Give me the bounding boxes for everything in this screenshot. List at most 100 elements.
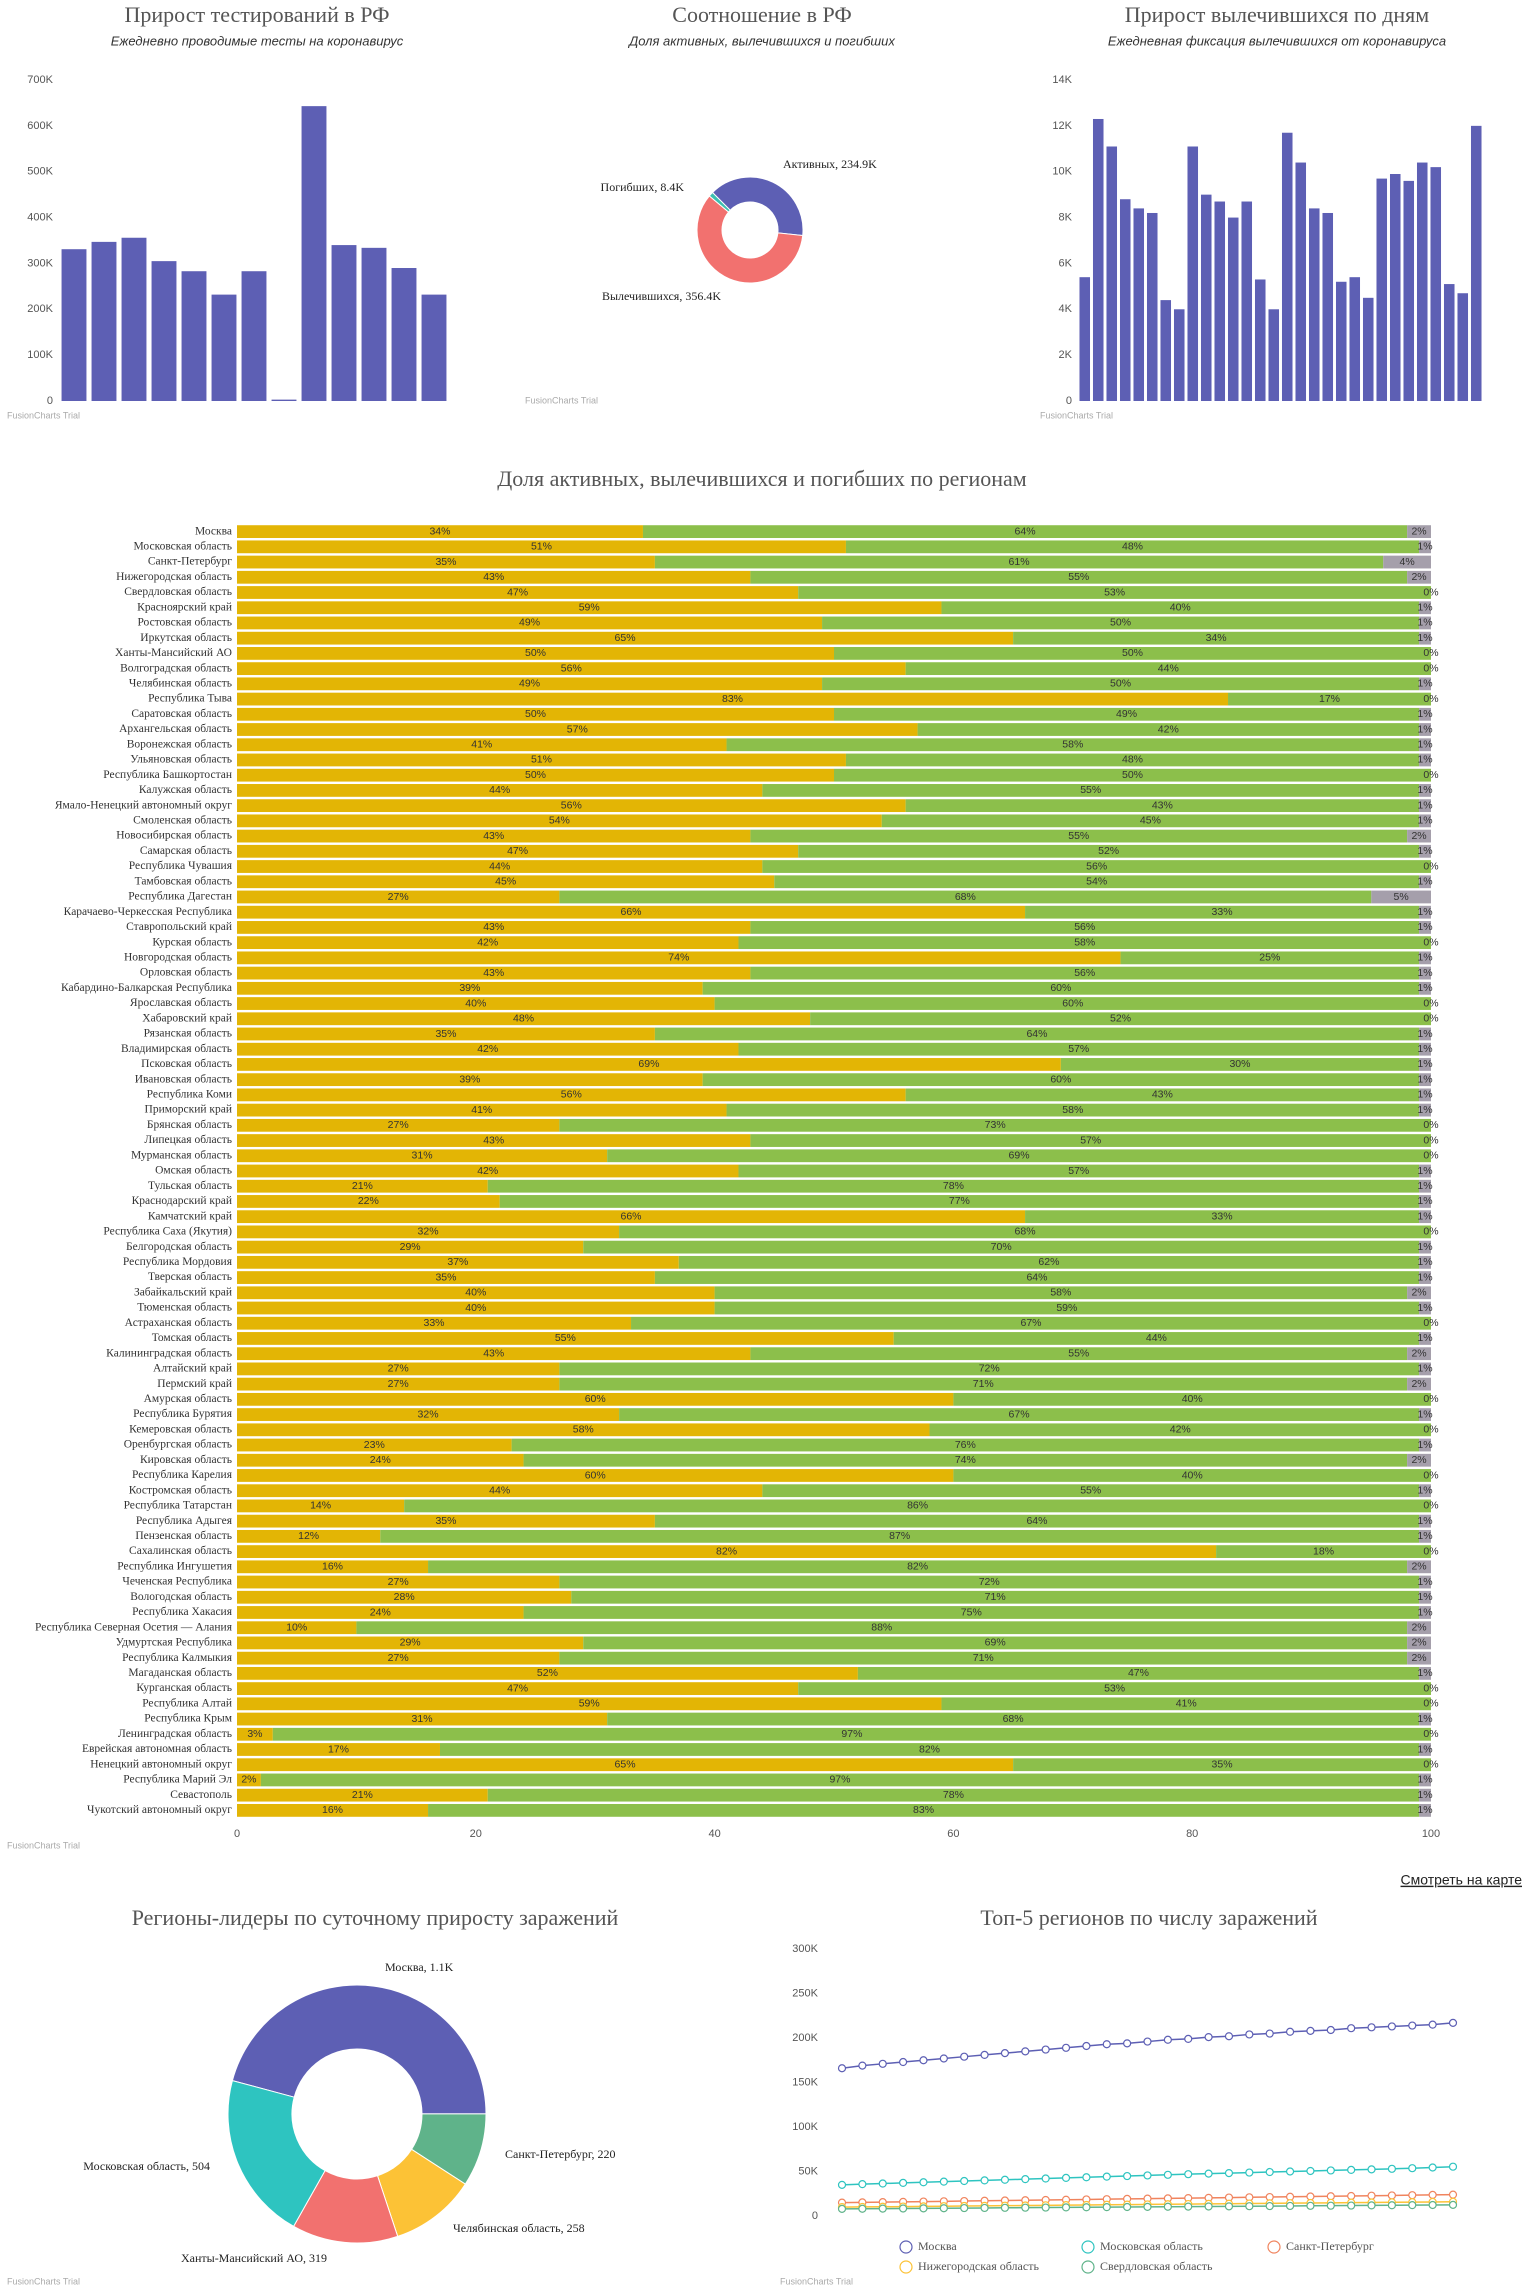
data-label: 5%	[1394, 891, 1409, 903]
bar-segment	[1407, 1453, 1431, 1467]
region-label: Ханты-Мансийский АО	[115, 647, 232, 659]
bar-segment	[237, 1590, 572, 1604]
data-label: 35%	[1212, 1758, 1233, 1770]
line-marker	[1245, 2168, 1254, 2177]
watermark: FusionCharts Trial	[1040, 410, 1113, 420]
data-label: 1%	[1417, 799, 1432, 811]
bar-segment	[237, 1149, 608, 1163]
data-label: 17%	[1319, 693, 1340, 705]
data-label: 44%	[1158, 662, 1179, 674]
data-label: 88%	[871, 1621, 892, 1633]
region-label: Республика Хакасия	[132, 1606, 233, 1618]
bar-segment	[1419, 1529, 1431, 1543]
line-marker	[1163, 2170, 1172, 2179]
legend-marker	[1081, 2240, 1095, 2254]
legend-label: Свердловская область	[1100, 2259, 1213, 2273]
data-label: 1%	[1417, 967, 1432, 979]
data-label: 0%	[1423, 693, 1438, 705]
legend-label: Нижегородская область	[918, 2259, 1039, 2273]
bar-segment	[237, 1164, 739, 1178]
bar-segment	[726, 1103, 1420, 1117]
line-marker	[1000, 2049, 1010, 2058]
bar-segment	[237, 768, 834, 782]
chart-title: Прирост вылечившихся по дням	[1125, 2, 1430, 27]
region-label: Республика Саха (Якутия)	[103, 1226, 232, 1238]
bar-segment	[1419, 1210, 1431, 1224]
y-tick-label: 700K	[27, 74, 53, 86]
data-label: 2%	[1411, 1652, 1426, 1664]
data-label: 56%	[561, 1089, 582, 1101]
bar-segment	[1419, 799, 1431, 813]
line-marker	[1021, 2203, 1030, 2212]
chart-subtitle: Доля активных, вылечившихся и погибших	[627, 33, 895, 48]
bar-segment	[237, 1392, 954, 1406]
watermark: FusionCharts Trial	[7, 1840, 80, 1850]
bar-segment	[702, 981, 1420, 995]
data-label: 1%	[1417, 1332, 1432, 1344]
bar-segment	[1228, 692, 1431, 706]
region-label: Брянская область	[147, 1119, 232, 1131]
legend-marker	[899, 2240, 913, 2254]
bar	[361, 247, 387, 401]
line-marker	[1061, 2043, 1071, 2052]
data-label: 0%	[1423, 1317, 1438, 1329]
region-label: Кировская область	[140, 1454, 232, 1466]
bar-segment	[237, 1529, 381, 1543]
slice-label: Санкт-Петербург, 220	[505, 2147, 615, 2161]
data-label: 0%	[1423, 1013, 1438, 1025]
region-label: Республика Адыгея	[136, 1515, 233, 1527]
bar-segment	[1419, 753, 1431, 767]
line-marker	[1306, 2201, 1315, 2210]
data-label: 40%	[465, 1287, 486, 1299]
region-label: Архангельская область	[119, 723, 232, 735]
watermark: FusionCharts Trial	[525, 395, 598, 405]
map-link[interactable]: Смотреть на карте	[1401, 1872, 1523, 1888]
line-marker	[960, 2052, 969, 2061]
line-marker	[1326, 2201, 1335, 2210]
y-tick-label: 200K	[792, 2032, 818, 2044]
data-label: 87%	[889, 1530, 910, 1542]
bar-segment	[559, 1575, 1420, 1589]
line-marker	[1326, 2192, 1335, 2201]
line-marker	[1102, 2172, 1111, 2181]
data-label: 1%	[1417, 1591, 1432, 1603]
data-label: 39%	[459, 1073, 480, 1085]
bar-segment	[1419, 966, 1431, 980]
line-marker	[1123, 2202, 1132, 2212]
chart-title: Доля активных, вылечившихся и погибших п…	[497, 466, 1026, 491]
bar-segment	[583, 1240, 1420, 1254]
bar-segment	[237, 860, 763, 873]
data-label: 0%	[1423, 860, 1438, 872]
data-label: 34%	[1206, 632, 1227, 644]
region-label: Республика Коми	[147, 1089, 232, 1101]
region-label: Тульская область	[148, 1180, 232, 1192]
bar-segment	[1419, 1803, 1431, 1817]
bar-segment	[1419, 1606, 1431, 1619]
bar-segment	[1419, 1073, 1431, 1087]
data-label: 1%	[1417, 921, 1432, 933]
bar-segment	[1419, 677, 1431, 691]
line-marker	[1163, 2035, 1172, 2044]
data-label: 97%	[829, 1774, 850, 1786]
line-marker	[919, 2056, 928, 2065]
bar-segment	[487, 1179, 1420, 1193]
line-marker	[980, 2203, 989, 2213]
data-label: 86%	[907, 1500, 928, 1512]
data-label: 0%	[1423, 1698, 1438, 1710]
bar-segment	[1419, 1179, 1431, 1193]
line-marker	[1061, 2173, 1071, 2183]
region-label: Омская область	[155, 1165, 232, 1177]
bar-segment	[714, 1286, 1408, 1300]
data-label: 82%	[716, 1545, 737, 1557]
line-marker	[1184, 2034, 1193, 2043]
region-label: Республика Татарстан	[124, 1500, 232, 1512]
y-tick-label: 0	[47, 395, 53, 407]
bar-segment	[237, 738, 727, 752]
data-label: 32%	[418, 1408, 439, 1420]
bar-segment	[1419, 1240, 1431, 1254]
data-label: 78%	[943, 1789, 964, 1801]
data-label: 50%	[1122, 647, 1143, 659]
x-tick-label: 100	[1422, 1828, 1440, 1840]
region-label: Республика Калмыкия	[122, 1652, 233, 1664]
bar-segment	[428, 1803, 1420, 1817]
